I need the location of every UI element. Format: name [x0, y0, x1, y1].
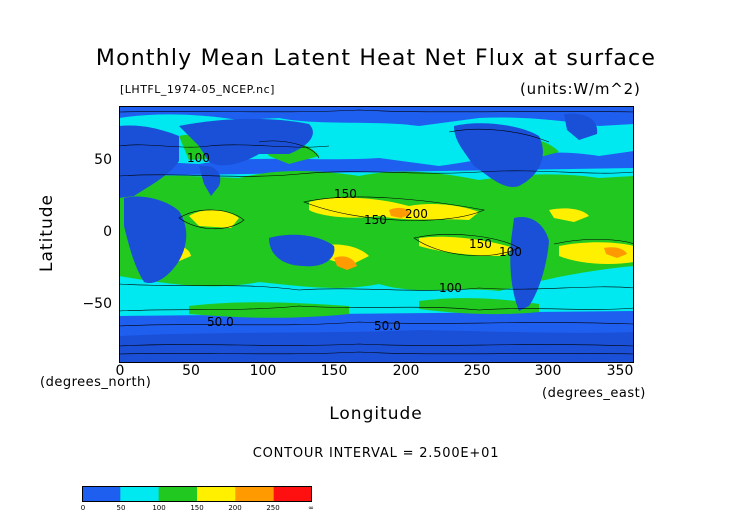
contour-labels: 100 150 200 150 100 50.0 50.0 100 150 — [187, 151, 522, 333]
x-tick-label: 150 — [320, 363, 348, 379]
contour-label: 150 — [334, 187, 357, 201]
colorbar-swatch — [120, 486, 160, 502]
contour-label: 150 — [364, 213, 387, 227]
x-tick-label: 100 — [249, 363, 277, 379]
x-tick-label: 200 — [392, 363, 420, 379]
colorbar-label: 150 — [190, 504, 204, 512]
contour-label: 100 — [439, 281, 462, 295]
y-tick-label: −50 — [82, 296, 112, 312]
contour-label: 150 — [469, 237, 492, 251]
x-tick-label: 0 — [115, 363, 125, 379]
colorbar-label: 200 — [228, 504, 242, 512]
file-name-label: [LHTFL_1974-05_NCEP.nc] — [120, 83, 275, 96]
x-tick-label: 50 — [182, 363, 200, 379]
x-tick-label: 250 — [463, 363, 491, 379]
orange-band — [334, 207, 627, 270]
contour-label: 200 — [405, 207, 428, 221]
y-tick-label: 50 — [94, 152, 112, 168]
x-unit-note: (degrees_north) — [40, 375, 152, 390]
colorbar-label: 250 — [266, 504, 280, 512]
contour-label: 100 — [187, 151, 210, 165]
colorbar-label: 0 — [80, 504, 86, 512]
y-axis-label: Latitude — [37, 194, 57, 272]
contour-label: 50.0 — [207, 315, 234, 329]
colorbar-swatch — [158, 486, 198, 502]
colorbar — [82, 486, 312, 502]
map-title: Monthly Mean Latent Heat Net Flux at sur… — [95, 46, 657, 71]
y-tick-label: 0 — [103, 224, 112, 240]
colorbar-swatch — [197, 486, 236, 502]
x-axis-label: Longitude — [329, 404, 423, 424]
flux-map: 100 150 200 150 100 50.0 50.0 100 150 — [119, 106, 634, 363]
colorbar-label: 100 — [152, 504, 166, 512]
land-masses — [119, 113, 634, 363]
colorbar-swatch — [82, 486, 121, 502]
units-label: (units:W/m^2) — [520, 80, 641, 98]
y-unit-note: (degrees_east) — [542, 386, 646, 401]
contour-label: 100 — [499, 245, 522, 259]
colorbar-label: 50 — [116, 504, 126, 512]
colorbar-swatch — [273, 486, 312, 502]
x-tick-label: 300 — [534, 363, 562, 379]
map-frame — [119, 106, 634, 363]
contour-interval-note: CONTOUR INTERVAL = 2.500E+01 — [252, 446, 500, 461]
x-tick-label: 350 — [606, 363, 634, 379]
colorbar-swatch — [235, 486, 275, 502]
contour-lines — [119, 109, 634, 355]
colorbar-label: ∞ — [308, 504, 314, 512]
contour-label: 50.0 — [374, 319, 401, 333]
